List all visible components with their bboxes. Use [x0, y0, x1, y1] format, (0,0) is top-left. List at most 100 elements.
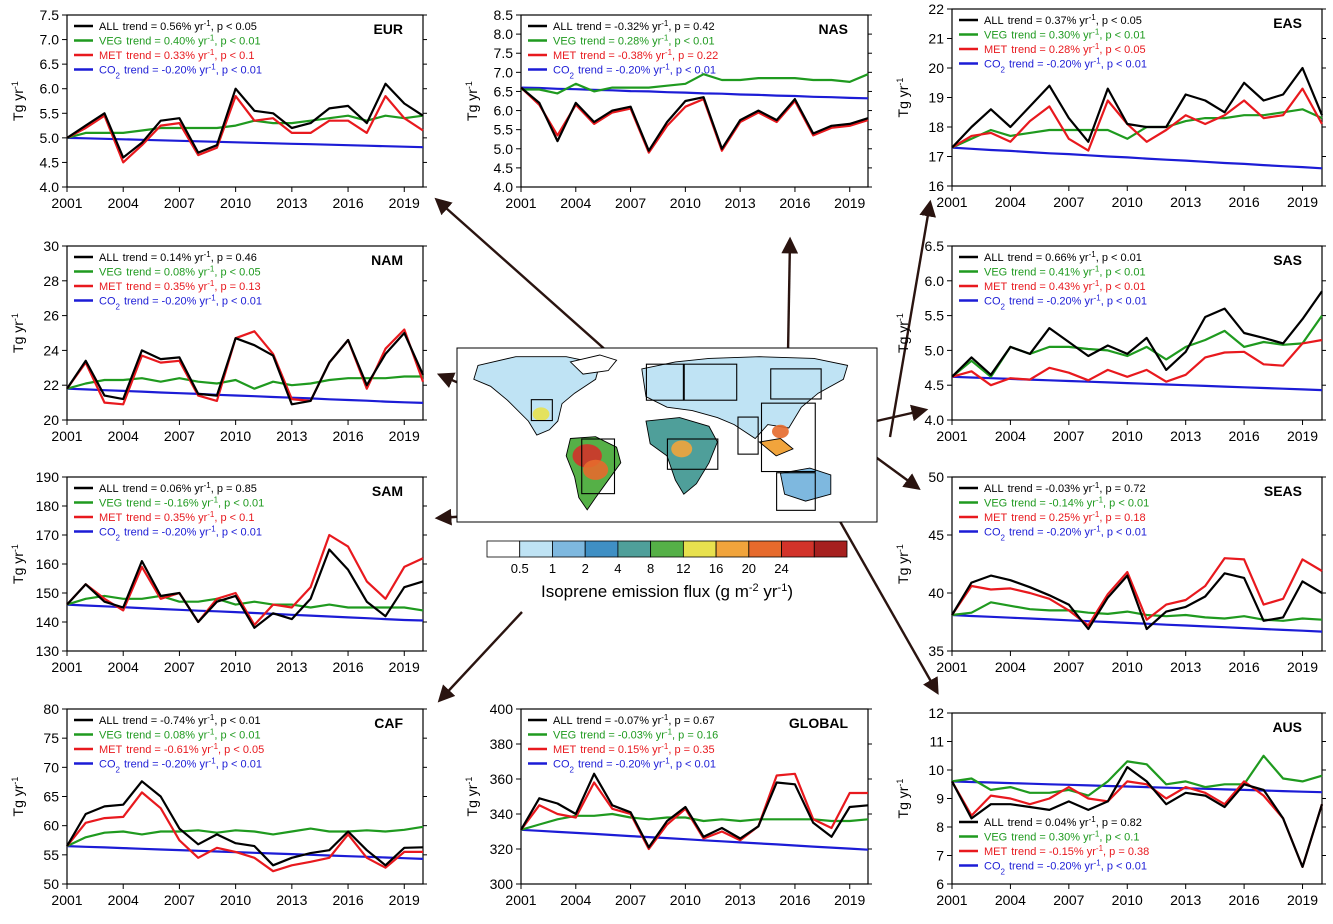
legend-p: , p = 0.72	[1099, 483, 1145, 495]
x-tick-label: 2019	[389, 428, 420, 444]
series-line-veg	[520, 812, 869, 831]
x-tick-label: 2016	[332, 659, 363, 675]
colorbar-swatch	[650, 540, 684, 558]
y-tick-label: 140	[36, 614, 60, 630]
series-line-co2	[520, 86, 869, 100]
series-line-all	[66, 548, 424, 629]
y-axis-label: Tg yr-1	[464, 81, 480, 121]
y-tick-label: 5.0	[494, 141, 514, 157]
legend-p: , p < 0.01	[216, 65, 262, 77]
series-line-met	[951, 87, 1323, 152]
legend-entry-veg: VEG trend = 0.08% yr-1, p < 0.01	[99, 727, 261, 742]
panel-nas: 4.0 4.5 5.0 5.5 6.0 6.5 7.0 7.5 8.0 8.5 2001 2004 20…	[464, 7, 872, 211]
y-tick-label: 5.5	[40, 105, 60, 121]
region-title: NAM	[371, 252, 403, 268]
y-axis-label: Tg yr-1	[10, 81, 26, 121]
y-tick-label: 11	[929, 734, 944, 750]
legend-p: , p < 0.01	[216, 296, 262, 308]
y-axis-label: Tg yr-1	[895, 78, 911, 118]
x-tick-label: 2013	[1170, 892, 1201, 908]
y-tick-label: 16	[928, 178, 944, 194]
panel-frame	[951, 476, 1323, 652]
legend-trend-sup: -1	[204, 250, 212, 259]
legend-p: , p < 0.01	[1103, 498, 1149, 510]
panel-nam: 20 22 24 26 28 30 2001 2004 2007 2010 2013 2016 2019…	[10, 238, 427, 444]
legend-entry-veg: VEG trend = -0.14% yr-1, p < 0.01	[984, 495, 1149, 510]
legend-entry-veg: VEG trend = 0.40% yr-1, p < 0.01	[99, 33, 261, 48]
legend-name: VEG	[984, 832, 1007, 844]
legend-trend-sup: -1	[211, 495, 219, 504]
legend-trend-sup: -1	[1094, 858, 1102, 867]
y-tick-label: 4.0	[40, 179, 60, 195]
legend-entry-met: MET trend = -0.61% yr-1, p < 0.05	[99, 742, 264, 757]
emission-hotspot	[583, 459, 609, 480]
series-line-all	[951, 572, 1323, 631]
y-tick-label: 9	[936, 791, 944, 807]
legend-p: , p < 0.05	[218, 744, 264, 756]
arrow-to-eas	[888, 199, 937, 438]
panel-global: 300 320 340 360 380 400 2001 2004 2007 2010 2013 20…	[464, 701, 872, 908]
legend-trend: trend = -0.74% yr	[123, 715, 208, 727]
legend-entry-veg: VEG trend = -0.03% yr-1, p = 0.16	[553, 727, 718, 742]
legend-trend: trend = -0.20% yr	[124, 759, 209, 771]
legend-entry-all: ALL trend = 0.04% yr-1, p = 0.82	[984, 815, 1142, 830]
legend-trend-sup: -1	[1092, 510, 1100, 519]
y-tick-label: 130	[36, 643, 60, 659]
y-tick-label: 20	[43, 412, 59, 428]
series-line-all	[951, 765, 1324, 869]
y-axis-label-sup: -1	[895, 78, 905, 86]
legend-trend-sup: -1	[1092, 829, 1100, 838]
y-tick-label: 80	[43, 701, 59, 717]
x-tick-label: 2010	[1112, 659, 1143, 675]
series-line-co2	[66, 845, 424, 860]
legend-p: , p = 0.13	[214, 281, 260, 293]
y-tick-label: 24	[43, 342, 59, 358]
legend-entry-co2: CO2 trend = -0.20% yr-1, p < 0.01	[99, 524, 262, 542]
legend-entry-all: ALL trend = -0.07% yr-1, p = 0.67	[553, 713, 715, 728]
y-tick-label: 70	[43, 759, 59, 775]
y-tick-label: 5.5	[494, 122, 514, 138]
x-tick-label: 2019	[389, 659, 420, 675]
x-tick-label: 2007	[164, 892, 195, 908]
legend-trend: trend = -0.20% yr	[124, 65, 209, 77]
y-axis-label: Tg yr-1	[10, 777, 26, 817]
legend-trend: trend = -0.61% yr	[126, 744, 211, 756]
y-tick-label: 17	[928, 149, 944, 165]
legend-p: , p = 0.38	[1103, 846, 1149, 858]
colorbar-title-part: Isoprene emission flux (g m	[541, 582, 749, 601]
series-line-veg	[521, 73, 869, 95]
legend-p: , p = 0.22	[672, 50, 718, 62]
legend-p: , p < 0.01	[1101, 296, 1147, 308]
x-tick-label: 2007	[164, 428, 195, 444]
legend-name: VEG	[984, 498, 1007, 510]
legend-name: VEG	[99, 267, 122, 279]
legend-entry-co2: CO2 trend = -0.20% yr-1, p < 0.01	[984, 293, 1147, 311]
legend-name: CO	[984, 59, 1001, 71]
legend-entry-veg: VEG trend = -0.16% yr-1, p < 0.01	[99, 495, 264, 510]
colorbar-swatch	[682, 540, 717, 558]
legend-trend: trend = 0.33% yr	[126, 50, 207, 62]
y-axis-label-sup: -1	[895, 544, 905, 552]
x-tick-label: 2016	[332, 892, 363, 908]
legend-trend: trend = 0.35% yr	[126, 512, 207, 524]
x-tick-label: 2001	[936, 659, 967, 675]
x-tick-label: 2001	[936, 194, 967, 210]
legend-entry-co2: CO2 trend = -0.20% yr-1, p < 0.01	[984, 524, 1147, 542]
legend-entry-veg: VEG trend = 0.28% yr-1, p < 0.01	[553, 33, 715, 48]
y-tick-label: 8	[936, 819, 944, 835]
legend-trend-sup: -1	[209, 62, 217, 71]
y-tick-label: 45	[928, 527, 944, 543]
series-line-co2	[66, 136, 424, 149]
legend-trend-sup: -1	[665, 48, 673, 57]
legend-p: , p < 0.1	[214, 512, 254, 524]
legend-p: , p < 0.05	[211, 21, 257, 33]
legend-name: ALL	[984, 252, 1004, 264]
legend-p: , p < 0.01	[1099, 30, 1145, 42]
series-line-veg	[951, 601, 1323, 622]
panel-frame	[66, 476, 424, 652]
x-tick-label: 2019	[1287, 659, 1318, 675]
